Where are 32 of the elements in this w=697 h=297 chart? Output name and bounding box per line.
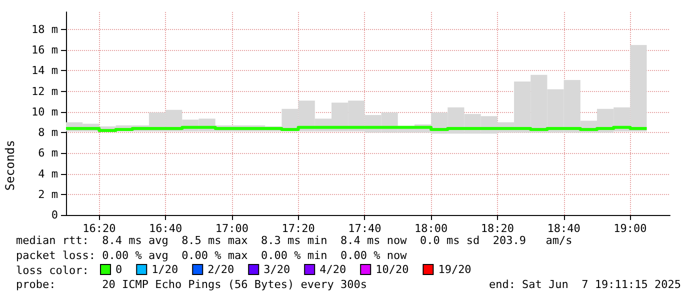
- text: median rtt: 8.4 ms avg 8.5 ms max 8.3 ms min 8.4 ms now 0.0 ms sd 203.9 am/s: [16, 234, 572, 247]
- y-tick-label: 2 m: [38, 188, 58, 201]
- y-tick-label: 6 m: [38, 146, 58, 160]
- y-tick-label: 10 m: [32, 105, 58, 118]
- y-tick-label: 8 m: [38, 126, 58, 140]
- legend-label: 4/20: [320, 263, 346, 276]
- legend-label: 19/20: [438, 263, 472, 276]
- x-tick-label: 18:40: [547, 222, 580, 235]
- y-tick-label: 4 m: [38, 167, 58, 180]
- x-tick-label: 16:40: [149, 222, 182, 235]
- legend-label: 1/20: [152, 263, 178, 276]
- x-tick-label: 19:00: [614, 222, 647, 235]
- y-tick-label: 12 m: [32, 84, 58, 98]
- legend-title: loss color:: [16, 264, 89, 277]
- x-tick-label: 17:40: [348, 222, 382, 235]
- x-tick-label: 18:00: [414, 222, 448, 235]
- y-axis-title: Seconds: [3, 140, 17, 191]
- x-tick-label: 17:20: [282, 222, 315, 235]
- x-tick-label: 16:20: [82, 222, 116, 235]
- text: probe: 20 ICMP Echo Pings (56 Bytes) every 300s: [16, 278, 367, 291]
- text: end: Sat Jun 7 19:11:15 2025: [488, 278, 682, 291]
- y-tick-label: 0: [51, 208, 58, 222]
- y-tick-label: 14 m: [32, 64, 58, 78]
- y-tick-label: 18 m: [32, 23, 58, 36]
- x-tick-label: 17:00: [215, 222, 248, 235]
- legend-label: 10/20: [376, 263, 409, 276]
- y-tick-label: 16 m: [32, 44, 58, 57]
- legend-label: 2/20: [208, 263, 234, 276]
- x-tick-label: 18:20: [480, 222, 514, 235]
- text: packet loss: 0.00 % avg 0.00 % max 0.00 % min 0.00 % now: [16, 249, 408, 262]
- legend-label: 3/20: [264, 263, 290, 276]
- legend-label: 0: [116, 263, 122, 276]
